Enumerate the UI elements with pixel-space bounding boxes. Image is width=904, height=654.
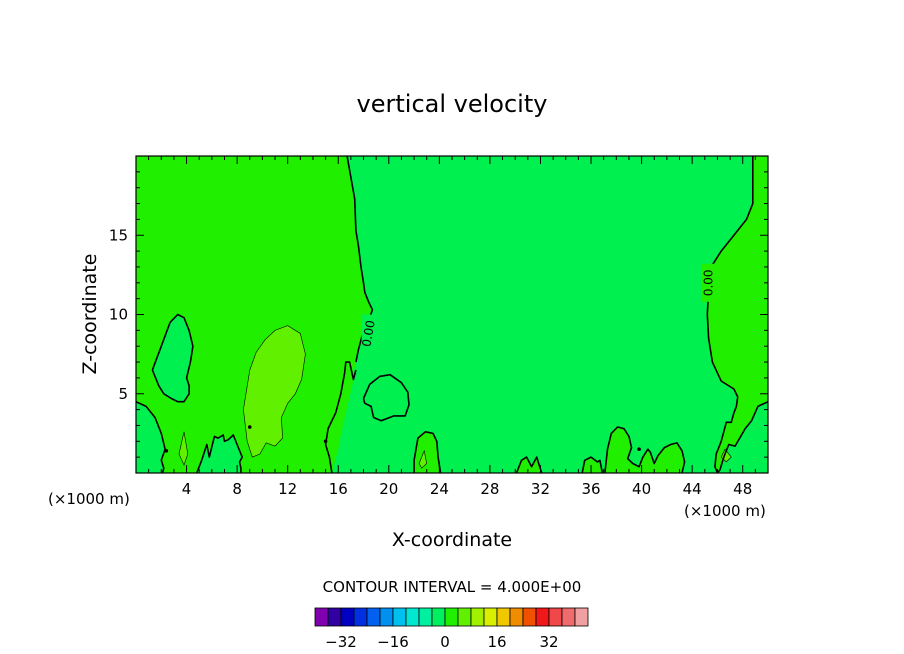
contour-label-1: 0.00 — [359, 319, 377, 348]
legend-swatch-10 — [431, 607, 446, 627]
x-tick-label: 12 — [278, 480, 297, 498]
positive-region-right — [707, 156, 768, 473]
positive-bump-1 — [325, 362, 356, 473]
y-axis-unit: (×1000 m) — [48, 490, 130, 508]
legend-swatch-7 — [392, 607, 407, 627]
legend-swatch-17 — [522, 607, 537, 627]
legend-swatch-16 — [509, 607, 524, 627]
negative-pocket-3 — [136, 401, 166, 473]
legend-swatch-18 — [535, 607, 550, 627]
legend-swatch-20 — [561, 607, 576, 627]
contour-dot-1 — [164, 449, 169, 453]
y-tick-label: 10 — [109, 306, 128, 324]
legend-swatch-6 — [379, 607, 394, 627]
contour-label-2: 0.00 — [702, 269, 716, 296]
updraft-core — [243, 325, 306, 458]
zero-contour-5 — [136, 400, 166, 473]
x-tick-label: 16 — [329, 480, 348, 498]
legend-swatch-12 — [457, 607, 472, 627]
legend-tick-label: 0 — [440, 633, 450, 651]
legend-swatch-2 — [327, 607, 342, 627]
legend-swatch-11 — [444, 607, 459, 627]
y-axis-label: Z-coordinate — [79, 254, 101, 375]
x-tick-label: 32 — [531, 480, 550, 498]
legend-tick-label: 16 — [487, 633, 506, 651]
negative-pocket-1 — [152, 314, 193, 402]
x-axis-label: X-coordinate — [392, 529, 512, 551]
legend-swatch-3 — [340, 607, 355, 627]
legend-swatch-1 — [314, 607, 329, 627]
legend-tick-label: −16 — [377, 633, 409, 651]
contour-labels: 0.00 0.00 — [359, 263, 716, 353]
contour-label-bg-2 — [701, 263, 716, 302]
x-tick-label: 48 — [733, 480, 752, 498]
legend-swatch-19 — [548, 607, 563, 627]
contour-interval-text: CONTOUR INTERVAL = 4.000E+00 — [323, 578, 582, 596]
plot-area — [136, 156, 768, 473]
y-tick-label: 15 — [109, 226, 128, 244]
legend-swatch-21 — [574, 607, 589, 627]
zero-contour-3 — [151, 313, 194, 403]
legend-swatch-15 — [496, 607, 511, 627]
contour-dot-2 — [247, 425, 252, 429]
x-tick-label: 44 — [683, 480, 702, 498]
weak-updraft-2 — [418, 449, 428, 469]
weak-updraft-1 — [178, 431, 189, 466]
contour-dot-4 — [637, 447, 641, 452]
legend-tick-label: 32 — [539, 633, 558, 651]
x-axis-unit: (×1000 m) — [684, 502, 766, 520]
negative-pocket-4 — [196, 435, 243, 473]
legend-swatch-13 — [470, 607, 485, 627]
negative-pocket-2 — [363, 374, 409, 421]
zero-contour-10 — [581, 456, 604, 473]
zero-contour-8 — [413, 430, 442, 473]
legend-tick-label: −32 — [325, 633, 357, 651]
legend-swatch-8 — [405, 607, 420, 627]
x-tick-label: 8 — [232, 480, 242, 498]
x-tick-label: 20 — [379, 480, 398, 498]
positive-region-left — [136, 156, 373, 473]
color-legend: −32 −16 0 16 32 — [314, 607, 589, 651]
x-tick-label: 4 — [182, 480, 192, 498]
legend-swatch-5 — [366, 607, 381, 627]
x-tick-label: 24 — [430, 480, 449, 498]
x-tick-label: 40 — [632, 480, 651, 498]
positive-bump-5 — [604, 427, 685, 473]
zero-contour-4 — [362, 373, 410, 422]
legend-swatch-14 — [483, 607, 498, 627]
positive-bump-4 — [582, 457, 603, 473]
zero-contour-6 — [195, 434, 243, 473]
legend-swatch-9 — [418, 607, 433, 627]
contour-label-bg-1 — [361, 314, 376, 353]
y-tick-label: 5 — [118, 385, 128, 403]
chart-title: vertical velocity — [357, 90, 548, 118]
x-tick-label: 28 — [480, 480, 499, 498]
contour-fills — [136, 156, 768, 473]
zero-contour-11 — [604, 426, 686, 473]
x-tick-label: 36 — [581, 480, 600, 498]
legend-swatch-4 — [353, 607, 368, 627]
zero-contour-7 — [324, 361, 357, 473]
contour-dot-3 — [323, 439, 328, 444]
zero-contour-9 — [515, 456, 543, 473]
